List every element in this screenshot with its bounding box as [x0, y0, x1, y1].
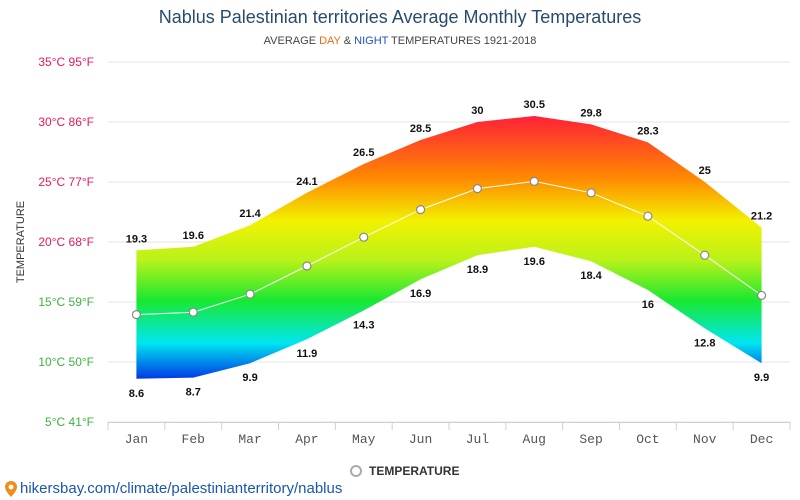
average-temperature-point: [131, 310, 142, 320]
x-tick-label: Aug: [523, 432, 546, 447]
subtitle-suffix: TEMPERATURES 1921-2018: [388, 35, 537, 47]
night-value-label: 18.9: [467, 264, 488, 276]
day-value-label: 24.1: [296, 176, 317, 188]
x-tick-label: Nov: [693, 432, 717, 447]
day-value-label: 28.3: [637, 125, 658, 137]
average-temperature-point: [643, 211, 653, 221]
legend[interactable]: TEMPERATURE: [350, 464, 459, 478]
night-value-label: 11.9: [297, 348, 318, 360]
y-tick-label: 30°C 86°F: [38, 115, 94, 129]
subtitle-night: NIGHT: [354, 35, 389, 47]
night-value-label: 14.3: [353, 319, 374, 331]
chart-title: Nablus Palestinian territories Average M…: [158, 7, 642, 27]
temperature-range-band: [136, 116, 762, 379]
band-layer: [136, 116, 762, 379]
chart-subtitle: AVERAGE DAY & NIGHT TEMPERATURES 1921-20…: [0, 35, 800, 47]
subtitle-prefix: AVERAGE: [263, 35, 320, 47]
average-temperature-point: [245, 289, 255, 299]
night-value-label: 12.8: [694, 337, 715, 349]
y-tick-label: 5°C 41°F: [45, 415, 94, 429]
subtitle-day: DAY: [319, 35, 341, 47]
x-tick-label: Dec: [750, 432, 773, 447]
day-value-label: 21.2: [751, 211, 772, 223]
average-temperature-point: [359, 232, 369, 242]
label-layer: 19.3 19.6 21.4 24.1 26.5 28.5 30 30.5 29.8 28.3 25…: [126, 99, 773, 400]
x-tick-label: Sep: [579, 432, 602, 447]
x-tick-label: Feb: [182, 432, 205, 447]
axis-layer: 35°C 95°F 30°C 86°F 25°C 77°F 20°C 68°F 15°C…: [15, 55, 791, 447]
average-temperature-point: [529, 176, 539, 186]
y-tick-label: 15°C 59°F: [38, 295, 94, 309]
day-value-label: 29.8: [580, 107, 601, 119]
night-value-label: 9.9: [242, 372, 257, 384]
night-value-label: 8.6: [129, 388, 144, 400]
average-temperature-point: [700, 250, 710, 260]
subtitle-middle: &: [340, 35, 355, 47]
average-temperature-point: [586, 188, 596, 198]
x-tick-label: Jul: [466, 432, 490, 447]
night-value-label: 19.6: [524, 256, 545, 268]
night-value-label: 8.7: [186, 387, 201, 399]
average-temperature-point: [756, 290, 767, 300]
source-link[interactable]: hikersbay.com/climate/palestinianterrito…: [4, 480, 342, 497]
day-value-label: 30: [471, 105, 483, 117]
night-value-label: 16.9: [410, 288, 431, 300]
day-value-label: 28.5: [410, 123, 431, 135]
average-temperature-point: [188, 307, 198, 317]
x-tick-label: Oct: [636, 432, 659, 447]
source-text: hikersbay.com/climate/palestinianterrito…: [20, 480, 343, 497]
average-temperature-point: [415, 205, 426, 215]
x-tick-label: Mar: [238, 432, 261, 447]
legend-label: TEMPERATURE: [369, 464, 460, 478]
night-value-label: 18.4: [580, 270, 602, 282]
day-value-label: 30.5: [524, 99, 545, 111]
day-value-label: 19.3: [126, 233, 147, 245]
x-tick-label: Jun: [409, 432, 432, 447]
x-tick-label: May: [352, 432, 376, 447]
y-tick-label: 10°C 50°F: [38, 355, 94, 369]
y-tick-label: 35°C 95°F: [38, 55, 94, 69]
average-temperature-line: [136, 180, 762, 316]
night-value-label: 9.9: [754, 372, 769, 384]
day-value-label: 26.5: [353, 147, 374, 159]
x-tick-label: Apr: [295, 432, 318, 447]
y-axis-title: TEMPERATURE: [15, 201, 27, 283]
day-value-label: 21.4: [239, 208, 261, 220]
average-temperature-point: [472, 184, 483, 194]
map-pin-icon: [5, 480, 17, 497]
legend-marker-icon: [350, 465, 362, 477]
average-temperature-point: [302, 261, 312, 271]
night-value-label: 16: [642, 299, 654, 311]
x-tick-label: Jan: [125, 432, 148, 447]
day-value-label: 25: [699, 165, 711, 177]
day-value-label: 19.6: [183, 230, 204, 242]
y-tick-label: 25°C 77°F: [38, 175, 94, 189]
y-tick-label: 20°C 68°F: [38, 235, 94, 249]
line-layer: [131, 176, 767, 320]
